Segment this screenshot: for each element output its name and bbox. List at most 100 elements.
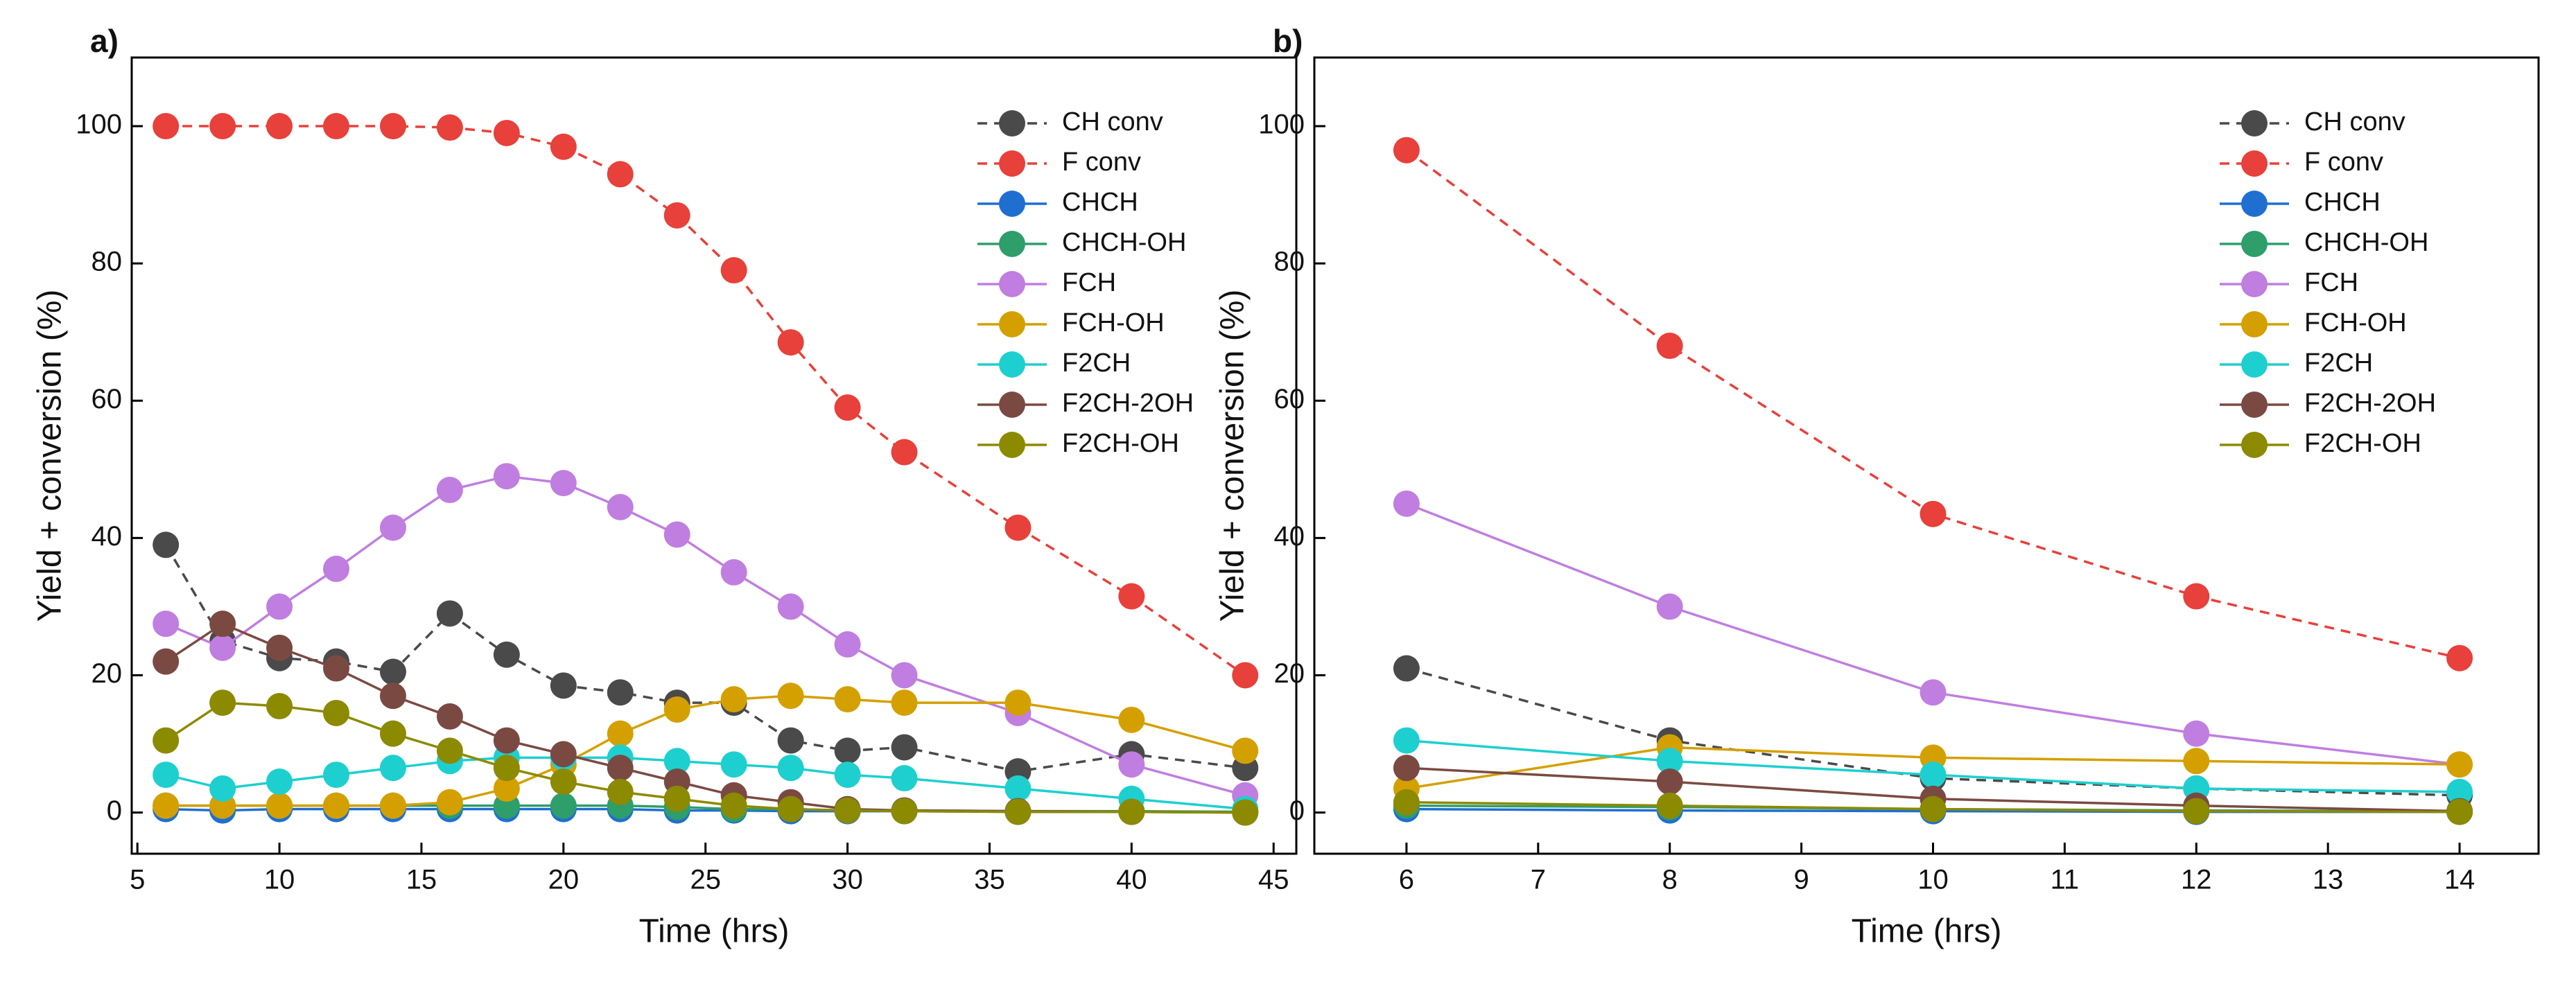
data-point	[323, 792, 350, 819]
legend-marker	[2241, 432, 2268, 458]
series-line	[1406, 502, 2460, 766]
legend-item: FCH	[2220, 268, 2358, 297]
x-tick-label: 9	[1793, 865, 1809, 895]
data-point	[379, 792, 406, 819]
x-tick-label: 7	[1531, 865, 1546, 895]
legend-marker	[999, 191, 1025, 217]
data-point	[436, 703, 463, 730]
legend-item: F2CH-2OH	[2220, 389, 2436, 418]
data-point	[153, 610, 180, 638]
legend-item: F2CH-OH	[2220, 429, 2421, 458]
data-point	[1656, 333, 1683, 360]
data-point	[153, 762, 180, 789]
data-point	[550, 792, 577, 819]
data-point	[153, 648, 180, 675]
data-point	[607, 679, 634, 706]
legend-marker	[2241, 271, 2268, 297]
x-tick-label: 20	[548, 865, 580, 895]
data-point	[209, 689, 236, 717]
legend-label: F2CH-2OH	[1062, 389, 1194, 418]
data-point	[379, 113, 406, 140]
data-point	[720, 792, 747, 819]
data-point	[153, 531, 180, 559]
data-point	[1118, 583, 1145, 610]
data-point	[379, 514, 406, 541]
x-axis-label: Time (hrs)	[639, 913, 790, 950]
legend-label: CH conv	[1062, 107, 1163, 137]
data-point	[493, 641, 520, 668]
data-point	[2183, 798, 2210, 825]
data-point	[1656, 768, 1683, 795]
data-point	[891, 734, 918, 761]
legend-item: CH conv	[2220, 107, 2405, 137]
y-tick-label: 100	[76, 109, 122, 140]
data-point	[663, 696, 690, 723]
series-line	[166, 125, 1246, 676]
y-tick-label: 0	[107, 796, 122, 826]
data-point	[550, 741, 577, 768]
data-point	[1920, 500, 1947, 527]
data-point	[720, 257, 747, 284]
data-point	[2183, 748, 2210, 775]
data-point	[891, 439, 918, 466]
legend-item: FCH	[977, 268, 1116, 297]
legend-item: CHCH-OH	[2220, 228, 2428, 257]
data-point	[436, 600, 463, 627]
legend-label: FCH-OH	[2304, 308, 2407, 337]
data-point	[777, 727, 804, 754]
legend-label: F2CH-OH	[1062, 429, 1179, 458]
data-point	[720, 686, 747, 713]
x-tick-label: 10	[1917, 865, 1949, 895]
data-point	[1004, 775, 1032, 802]
data-point	[607, 720, 634, 747]
data-point	[153, 727, 180, 754]
legend-label: F conv	[2304, 148, 2383, 177]
legend-label: FCH	[1062, 268, 1116, 297]
legend-marker	[2241, 311, 2268, 337]
x-tick-label: 35	[974, 865, 1005, 895]
data-point	[153, 113, 180, 140]
data-point	[493, 119, 520, 146]
legend-item: FCH-OH	[2220, 308, 2407, 337]
data-point	[493, 755, 520, 782]
data-point	[777, 593, 804, 620]
x-tick-label: 6	[1399, 865, 1414, 895]
x-tick-label: 13	[2313, 865, 2344, 895]
data-point	[834, 394, 861, 421]
legend-label: F2CH-OH	[2304, 429, 2421, 458]
x-tick-label: 11	[2051, 865, 2080, 895]
data-point	[1004, 514, 1032, 541]
data-point	[607, 778, 634, 805]
data-point	[834, 631, 861, 658]
data-point	[891, 798, 918, 825]
y-tick-label: 100	[1258, 109, 1305, 140]
legend-label: F2CH	[1062, 349, 1131, 378]
data-point	[663, 785, 690, 812]
panel-label: a)	[90, 23, 119, 59]
legend-label: CHCH	[2304, 188, 2381, 217]
data-point	[1393, 727, 1420, 754]
data-point	[1920, 679, 1947, 706]
series-line	[165, 475, 1246, 797]
data-point	[323, 655, 350, 682]
data-point	[1656, 593, 1683, 620]
data-point	[2446, 644, 2473, 671]
series-line	[1405, 149, 2460, 660]
legend-marker	[2241, 150, 2268, 177]
legend-item: F conv	[2220, 148, 2383, 177]
legend-label: F conv	[1062, 148, 1141, 177]
data-point	[777, 329, 804, 356]
data-point	[834, 762, 861, 789]
data-point	[1656, 792, 1683, 819]
data-point	[607, 755, 634, 782]
legend-marker	[2241, 110, 2268, 137]
legend-marker	[2241, 351, 2268, 378]
data-point	[777, 755, 804, 782]
data-point	[493, 463, 520, 490]
legend-marker	[2241, 392, 2268, 418]
data-point	[550, 133, 577, 160]
data-point	[607, 161, 634, 188]
data-point	[550, 768, 577, 795]
y-axis-label: Yield + conversion (%)	[32, 290, 69, 622]
data-point	[1118, 706, 1145, 733]
